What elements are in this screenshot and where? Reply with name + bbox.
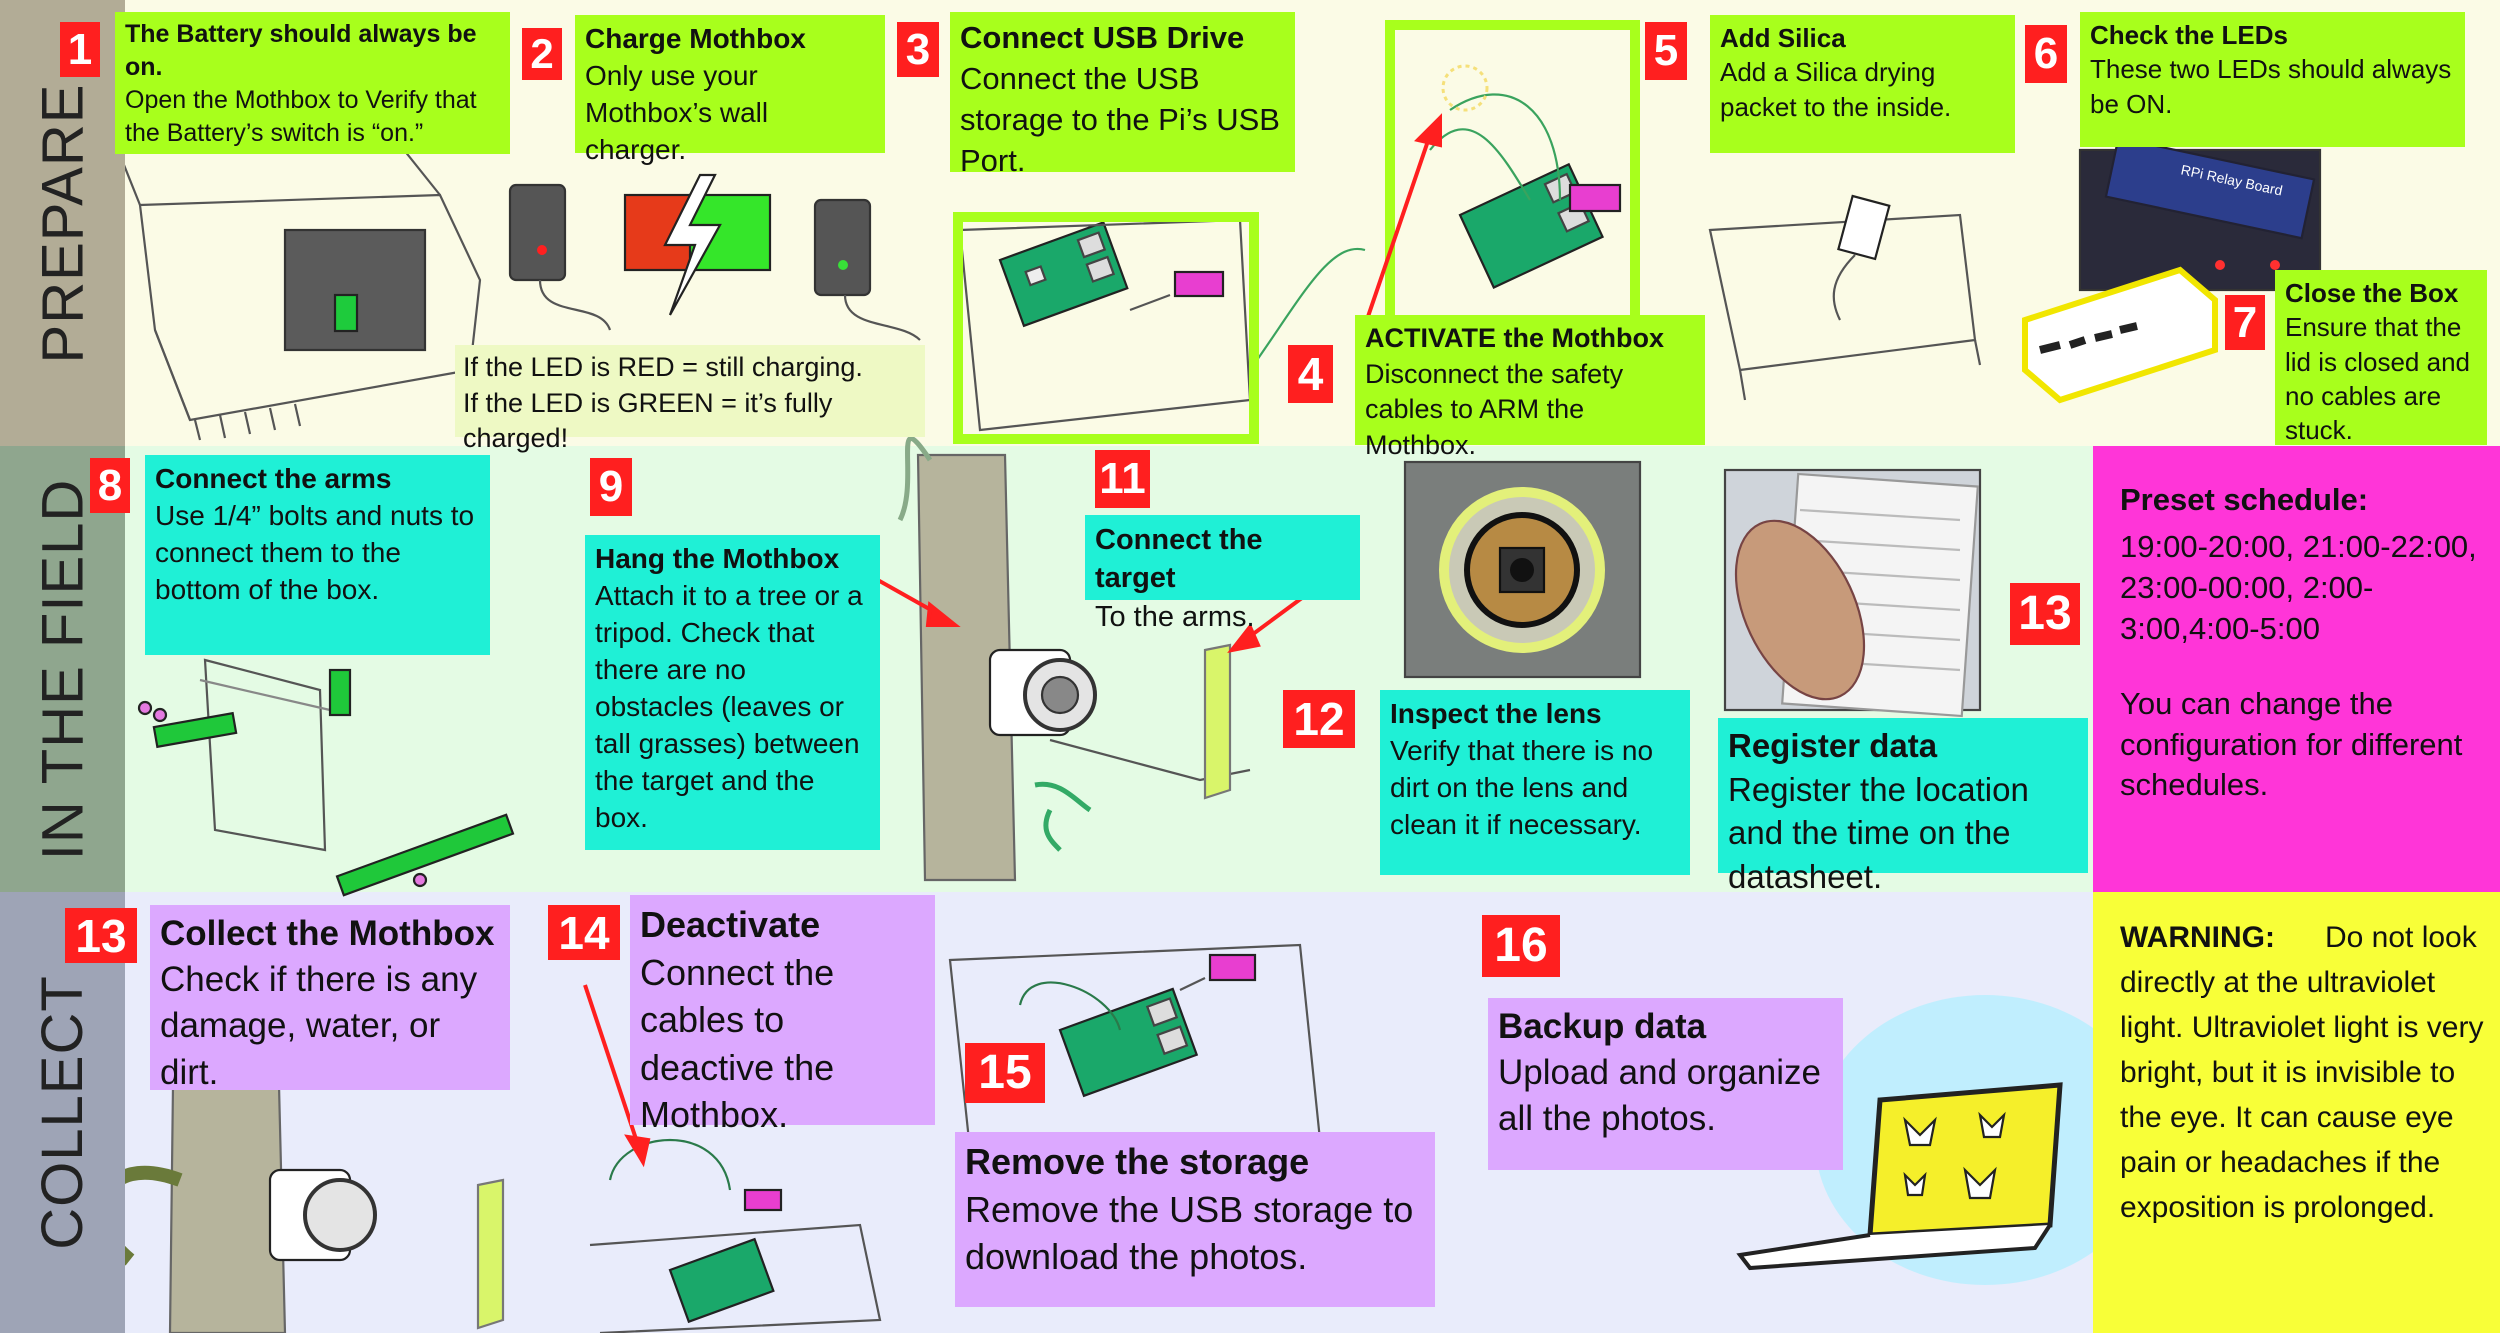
register-body: Register the location and the time on th…	[1728, 770, 2029, 895]
schedule-title: Preset schedule:	[2120, 482, 2369, 517]
step-5-callout: Add Silica Add a Silica drying packet to…	[1710, 15, 2015, 153]
step-badge-1: 1	[60, 22, 100, 77]
step-1-title: The Battery should always be on.	[125, 20, 477, 81]
usb-highlight-frame	[953, 212, 1259, 444]
schedule-panel	[2093, 446, 2500, 892]
charge-note-green: If the LED is GREEN = it’s fully charged…	[463, 387, 833, 454]
step-15-title: Remove the storage	[965, 1141, 1310, 1182]
step-badge-2: 2	[522, 28, 562, 80]
step-badge-13: 13	[65, 908, 137, 963]
step-badge-15: 15	[965, 1043, 1045, 1103]
charger-green	[813, 198, 872, 297]
step-badge-11: 11	[1095, 450, 1150, 508]
step-8-title: Connect the arms	[155, 463, 392, 494]
schedule-callout: Preset schedule: 19:00-20:00, 21:00-22:0…	[2110, 480, 2490, 860]
laptop-illustration	[1736, 995, 2155, 1285]
charger-red	[508, 183, 567, 282]
step-6-title: Check the LEDs	[2090, 20, 2288, 50]
step-1-body: Open the Mothbox to Verify that the Batt…	[125, 86, 477, 147]
step-11-body: To the arms.	[1095, 600, 1255, 633]
section-label-field: IN THE FIELD	[30, 478, 95, 860]
step-badge-5: 5	[1645, 22, 1687, 80]
step-15-callout: Remove the storage Remove the USB storag…	[955, 1132, 1435, 1307]
section-label-prepare: PREPARE	[30, 83, 95, 363]
step-7-callout: Close the Box Ensure that the lid is clo…	[2275, 270, 2487, 445]
step-6-callout: Check the LEDs These two LEDs should alw…	[2080, 12, 2465, 147]
step-7-title: Close the Box	[2285, 278, 2459, 308]
step-2-title: Charge Mothbox	[585, 23, 806, 54]
step-8-body: Use 1/4” bolts and nuts to connect them …	[155, 499, 475, 605]
step-badge-16: 16	[1482, 915, 1560, 977]
step-badge-12: 12	[1283, 690, 1355, 748]
schedule-times: 19:00-20:00, 21:00-22:00, 23:00-00:00, 2…	[2120, 528, 2477, 646]
step-13-body: Check if there is any damage, water, or …	[160, 960, 478, 1092]
step-12-title: Inspect the lens	[1390, 698, 1602, 729]
schedule-note: You can change the configuration for dif…	[2120, 685, 2463, 803]
warning-panel	[2093, 892, 2500, 1333]
step-3-callout: Connect USB Drive Connect the USB storag…	[950, 12, 1295, 178]
step-13-title: Collect the Mothbox	[160, 914, 495, 953]
step-badge-4: 4	[1288, 345, 1333, 403]
step-2-body: Only use your Mothbox’s wall charger.	[585, 59, 769, 165]
charge-note-red: If the LED is RED = still charging.	[463, 352, 863, 382]
step-9-callout: Hang the Mothbox Attach it to a tree or …	[585, 535, 880, 850]
step-16-callout: Backup data Upload and organize all the …	[1488, 998, 1843, 1170]
step-badge-6: 6	[2025, 25, 2067, 83]
step-badge-9: 9	[590, 458, 632, 516]
step-14-title: Deactivate	[640, 904, 821, 945]
section-label-collect: COLLECT	[30, 975, 96, 1250]
step-12-body: Verify that there is no dirt on the lens…	[1390, 734, 1654, 840]
step-4-callout: ACTIVATE the Mothbox Disconnect the safe…	[1355, 315, 1705, 460]
step-7-body: Ensure that the lid is closed and no cab…	[2285, 312, 2470, 446]
step-1-callout: The Battery should always be on. Open th…	[115, 12, 510, 154]
step-5-title: Add Silica	[1720, 23, 1846, 53]
sidebar-field: IN THE FIELD	[0, 446, 125, 892]
step-badge-3: 3	[897, 22, 939, 77]
step-3-title: Connect USB Drive	[960, 20, 1245, 55]
step-4-title: ACTIVATE the Mothbox	[1365, 323, 1664, 353]
sidebar-collect: COLLECT	[0, 892, 125, 1333]
step-4-body: Disconnect the safety cables to ARM the …	[1365, 358, 1624, 460]
step-11-title: Connect the target	[1095, 524, 1263, 595]
step-16-body: Upload and organize all the photos.	[1498, 1053, 1822, 1139]
step-3-body: Connect the USB storage to the Pi’s USB …	[960, 60, 1280, 178]
step-8-callout: Connect the arms Use 1/4” bolts and nuts…	[145, 455, 490, 655]
step-6-body: These two LEDs should always be ON.	[2090, 54, 2452, 119]
step-9-title: Hang the Mothbox	[595, 543, 840, 574]
step-15-body: Remove the USB storage to download the p…	[965, 1188, 1414, 1278]
step-badge-7: 7	[2225, 295, 2265, 350]
step-14-body: Connect the cables to deactive the Mothb…	[640, 951, 835, 1136]
step-14-callout: Deactivate Connect the cables to deactiv…	[630, 895, 935, 1135]
charge-note: If the LED is RED = still charging. If t…	[455, 345, 925, 453]
warning-label: WARNING:	[2120, 921, 2275, 954]
step-11-callout: Connect the target To the arms.	[1085, 515, 1360, 633]
step-badge-8: 8	[90, 458, 130, 513]
step-12-callout: Inspect the lens Verify that there is no…	[1380, 690, 1690, 875]
step-9-body: Attach it to a tree or a tripod. Check t…	[595, 579, 863, 833]
warning-text: Do not look directly at the ultraviolet …	[2120, 921, 2484, 1224]
bolt-icon	[663, 173, 722, 316]
step-2-callout: Charge Mothbox Only use your Mothbox’s w…	[575, 15, 885, 165]
register-title: Register data	[1728, 727, 1938, 764]
step-5-body: Add a Silica drying packet to the inside…	[1720, 57, 1952, 122]
step-badge-14: 14	[548, 905, 620, 960]
step-13-callout: Collect the Mothbox Check if there is an…	[150, 905, 510, 1092]
step-16-title: Backup data	[1498, 1007, 1707, 1046]
warning-callout: WARNING: Do not look directly at the ultr…	[2110, 915, 2495, 1315]
register-callout: Register data Register the location and …	[1718, 718, 2088, 895]
schedule-badge: 13	[2010, 583, 2080, 645]
battery-switch	[333, 293, 359, 333]
